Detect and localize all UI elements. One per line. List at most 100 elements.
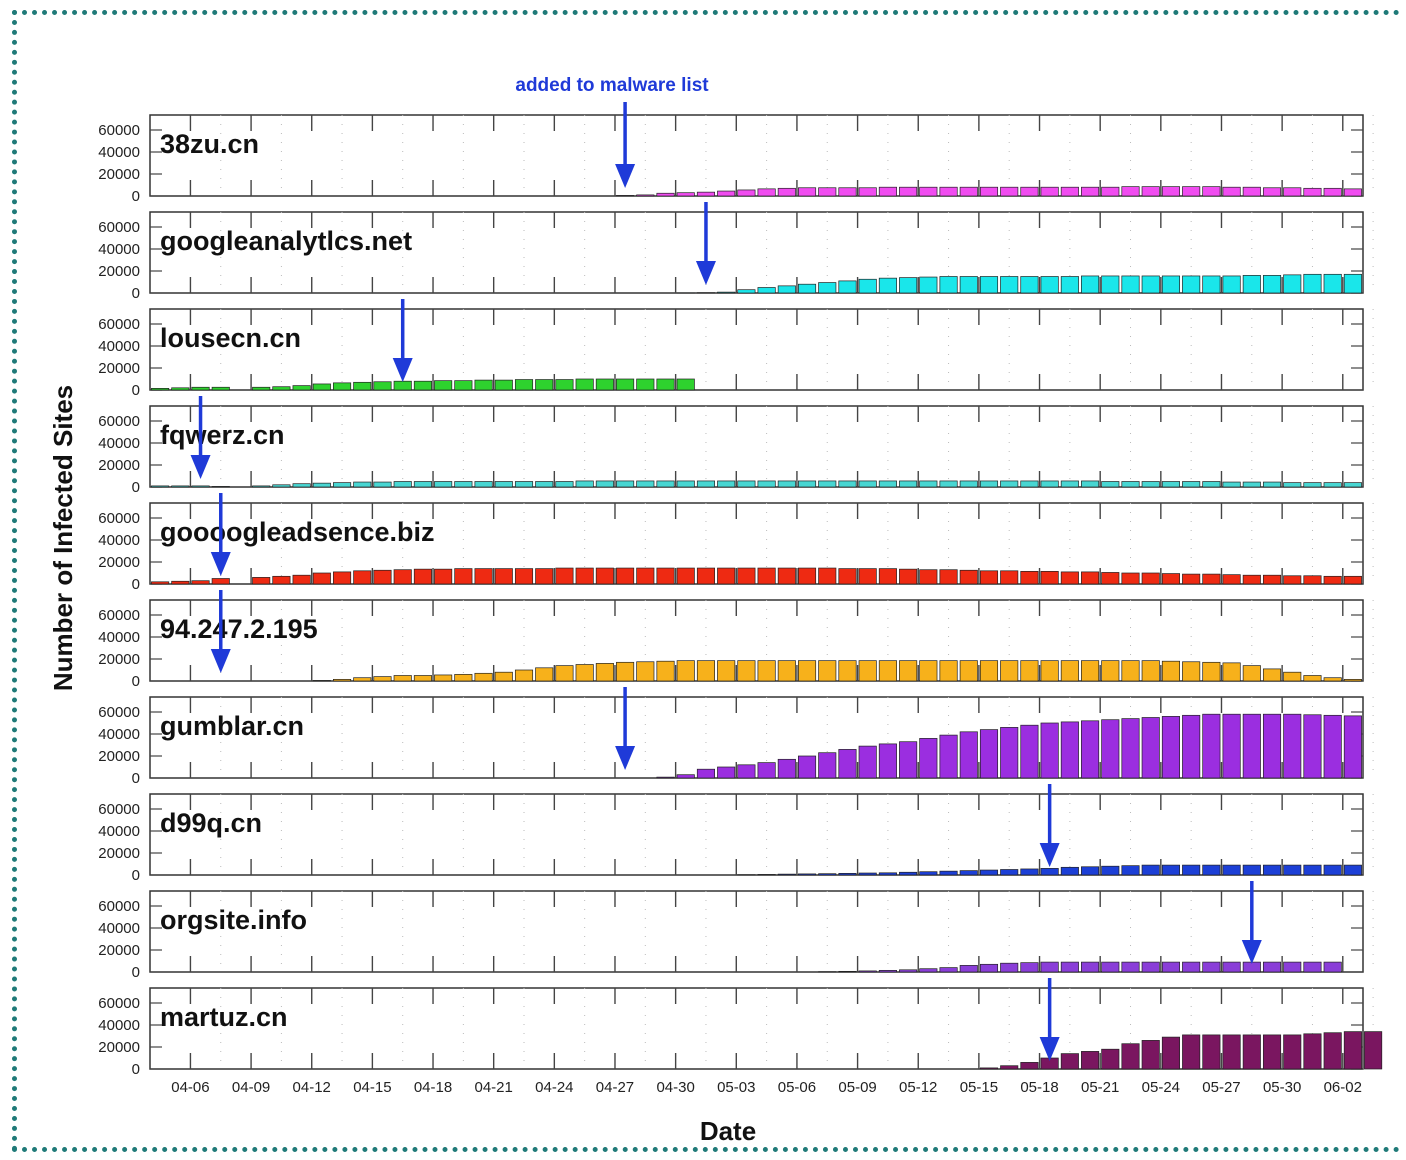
bar — [1303, 864, 1322, 876]
bar — [1000, 962, 1019, 973]
bar — [312, 572, 331, 585]
bar — [757, 188, 776, 197]
bar — [1101, 660, 1120, 682]
bar — [818, 873, 837, 876]
bar — [1283, 961, 1302, 973]
bar — [514, 379, 534, 391]
bar — [979, 186, 999, 197]
bar — [1343, 482, 1362, 488]
bar — [777, 660, 796, 682]
bar — [1303, 961, 1322, 973]
bar — [171, 485, 190, 488]
bar — [838, 480, 857, 488]
x-tick-label: 04-30 — [656, 1079, 694, 1096]
bar — [1000, 1065, 1019, 1070]
y-tick-label: 40000 — [98, 241, 140, 258]
bar — [1081, 961, 1100, 973]
bar — [838, 660, 857, 682]
bar — [1020, 660, 1039, 682]
panel-frame — [149, 599, 1364, 682]
bar — [676, 378, 695, 391]
panel-frame — [149, 308, 1364, 391]
y-tick-label: 40000 — [98, 920, 140, 937]
bar — [1343, 273, 1362, 294]
bar — [919, 968, 938, 973]
y-axis-title: Number of Infected Sites — [48, 385, 78, 691]
y-tick-label: 60000 — [98, 219, 140, 236]
bar — [373, 481, 392, 488]
x-tick-label: 04-18 — [414, 1079, 452, 1096]
bar — [1182, 1034, 1201, 1070]
series-label: lousecn.cn — [160, 323, 301, 353]
bar — [1262, 481, 1282, 488]
bar — [919, 569, 938, 585]
bar — [919, 186, 938, 197]
bar — [474, 568, 493, 585]
y-tick-label: 20000 — [98, 457, 140, 474]
bar — [1283, 482, 1302, 488]
y-tick-label: 20000 — [98, 748, 140, 765]
bar — [1121, 660, 1140, 682]
bar — [1202, 186, 1221, 197]
bar — [1020, 186, 1039, 197]
bar — [1121, 186, 1140, 197]
panel-frame — [149, 405, 1364, 488]
bar — [1262, 864, 1282, 876]
bar — [1202, 481, 1221, 488]
bar — [252, 485, 271, 488]
bar — [696, 191, 716, 197]
bar — [979, 1067, 999, 1070]
bar — [211, 486, 230, 488]
bar — [878, 568, 897, 585]
y-tick-label: 0 — [132, 479, 140, 496]
x-tick-label: 04-12 — [293, 1079, 331, 1096]
bar — [1141, 864, 1160, 876]
bar — [899, 741, 918, 779]
bar — [312, 680, 331, 682]
bar — [1161, 275, 1180, 294]
bar — [474, 379, 493, 391]
bar — [636, 661, 655, 682]
bar — [656, 660, 675, 682]
bar — [1283, 713, 1302, 779]
y-tick-label: 20000 — [98, 360, 140, 377]
bar — [979, 729, 999, 779]
bar — [1141, 660, 1160, 682]
bar — [656, 776, 675, 779]
bar — [899, 969, 918, 973]
bar — [1242, 1034, 1261, 1070]
bar — [1101, 275, 1120, 294]
bar — [797, 873, 817, 876]
bar — [292, 385, 311, 391]
bar — [1101, 961, 1120, 973]
malware-arrow-head — [190, 455, 211, 479]
bar — [1040, 660, 1059, 682]
bar — [1081, 660, 1100, 682]
panel-frame — [149, 890, 1364, 973]
bar — [959, 186, 978, 197]
bar — [979, 480, 999, 488]
bar — [1262, 187, 1282, 197]
bar — [1182, 961, 1201, 973]
bar — [1161, 864, 1180, 876]
bar — [1161, 186, 1180, 197]
bar — [393, 481, 412, 488]
bar — [878, 872, 897, 876]
bar — [757, 567, 776, 585]
y-tick-label: 40000 — [98, 1017, 140, 1034]
bar — [1060, 660, 1079, 682]
bar — [1040, 480, 1059, 488]
bar — [717, 660, 736, 682]
bar — [959, 569, 978, 585]
bar — [1081, 480, 1100, 488]
bar — [737, 189, 756, 197]
bar — [434, 481, 453, 488]
bar — [434, 674, 453, 682]
bar — [676, 567, 695, 585]
y-tick-label: 0 — [132, 285, 140, 302]
bar — [616, 661, 635, 682]
bar — [1303, 675, 1322, 682]
bar — [1141, 961, 1160, 973]
bar — [1141, 186, 1160, 197]
bar — [717, 190, 736, 197]
